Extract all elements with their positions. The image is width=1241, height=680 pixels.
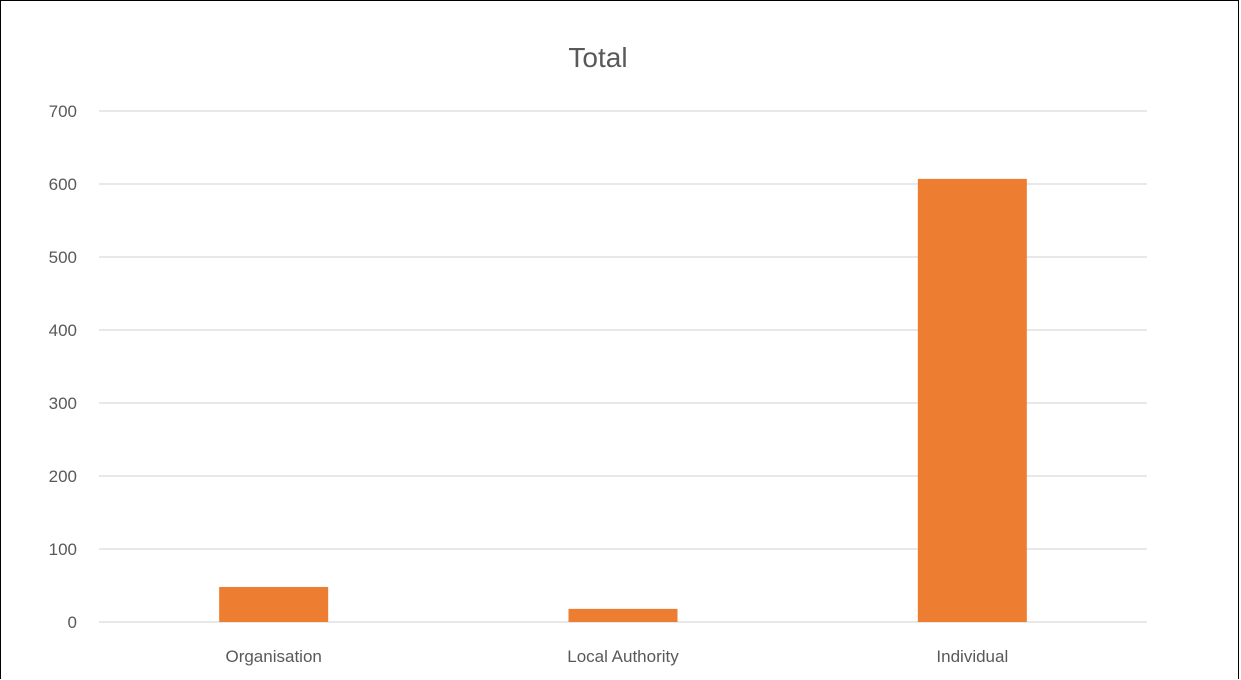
y-tick-label: 0 — [68, 613, 77, 632]
bars — [219, 178, 1027, 622]
bar-local-authority — [568, 608, 678, 622]
y-tick-label: 500 — [49, 248, 77, 267]
y-tick-label: 400 — [49, 321, 77, 340]
bar-organisation — [219, 586, 329, 622]
y-tick-label: 700 — [49, 102, 77, 121]
y-tick-label: 200 — [49, 467, 77, 486]
gridlines — [99, 110, 1147, 623]
bar-individual — [917, 178, 1027, 622]
x-category-label: Organisation — [225, 647, 321, 666]
x-category-label: Individual — [936, 647, 1008, 666]
x-axis-category-labels: Organisation Local Authority Individual — [225, 647, 1008, 666]
y-tick-label: 100 — [49, 540, 77, 559]
y-tick-label: 600 — [49, 175, 77, 194]
y-axis-tick-labels: 0 100 200 300 400 500 600 700 — [49, 102, 77, 632]
chart-title: Total — [568, 42, 627, 73]
y-tick-label: 300 — [49, 394, 77, 413]
x-category-label: Local Authority — [567, 647, 679, 666]
